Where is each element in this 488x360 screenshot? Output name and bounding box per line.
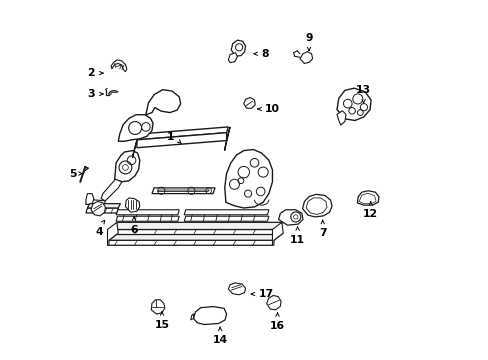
Polygon shape: [193, 307, 226, 324]
Polygon shape: [86, 208, 118, 213]
Polygon shape: [91, 202, 105, 216]
Text: 14: 14: [212, 335, 227, 345]
Polygon shape: [272, 222, 283, 245]
Polygon shape: [300, 51, 312, 63]
Text: 17: 17: [258, 289, 273, 299]
Polygon shape: [111, 60, 126, 72]
Polygon shape: [107, 229, 273, 234]
Text: 13: 13: [355, 85, 370, 95]
Polygon shape: [107, 222, 118, 245]
Polygon shape: [101, 179, 122, 201]
Polygon shape: [116, 216, 179, 221]
Polygon shape: [107, 240, 273, 245]
Polygon shape: [86, 194, 94, 204]
Polygon shape: [115, 150, 140, 182]
Polygon shape: [184, 210, 268, 215]
Text: 16: 16: [269, 320, 285, 330]
Text: 3: 3: [87, 89, 94, 99]
Polygon shape: [228, 53, 237, 63]
Polygon shape: [137, 127, 228, 140]
Polygon shape: [125, 198, 140, 212]
Polygon shape: [244, 98, 255, 108]
Polygon shape: [145, 90, 180, 115]
Text: 11: 11: [289, 234, 305, 244]
Polygon shape: [302, 194, 331, 217]
Polygon shape: [224, 149, 272, 208]
Polygon shape: [109, 233, 283, 240]
Polygon shape: [151, 300, 164, 314]
Polygon shape: [109, 222, 283, 229]
Polygon shape: [278, 210, 303, 225]
Text: 10: 10: [265, 104, 280, 114]
Polygon shape: [86, 199, 105, 206]
Text: 2: 2: [87, 68, 94, 78]
Polygon shape: [152, 188, 215, 194]
Polygon shape: [116, 210, 179, 215]
Text: 5: 5: [69, 168, 77, 179]
Polygon shape: [118, 115, 153, 141]
Text: 12: 12: [363, 210, 378, 219]
Text: 15: 15: [154, 320, 169, 330]
Polygon shape: [357, 191, 378, 205]
Polygon shape: [266, 296, 281, 310]
Text: 4: 4: [95, 227, 103, 237]
Polygon shape: [87, 204, 120, 208]
Polygon shape: [190, 314, 193, 320]
Polygon shape: [336, 111, 346, 125]
Polygon shape: [228, 283, 245, 295]
Text: 7: 7: [318, 228, 326, 238]
Polygon shape: [137, 133, 226, 148]
Text: 9: 9: [305, 33, 312, 43]
Polygon shape: [231, 40, 245, 56]
Polygon shape: [184, 216, 268, 221]
Text: 1: 1: [167, 132, 174, 142]
Text: 6: 6: [130, 225, 138, 235]
Text: 8: 8: [261, 49, 269, 59]
Polygon shape: [132, 134, 139, 158]
Polygon shape: [336, 88, 370, 121]
Polygon shape: [224, 127, 230, 150]
